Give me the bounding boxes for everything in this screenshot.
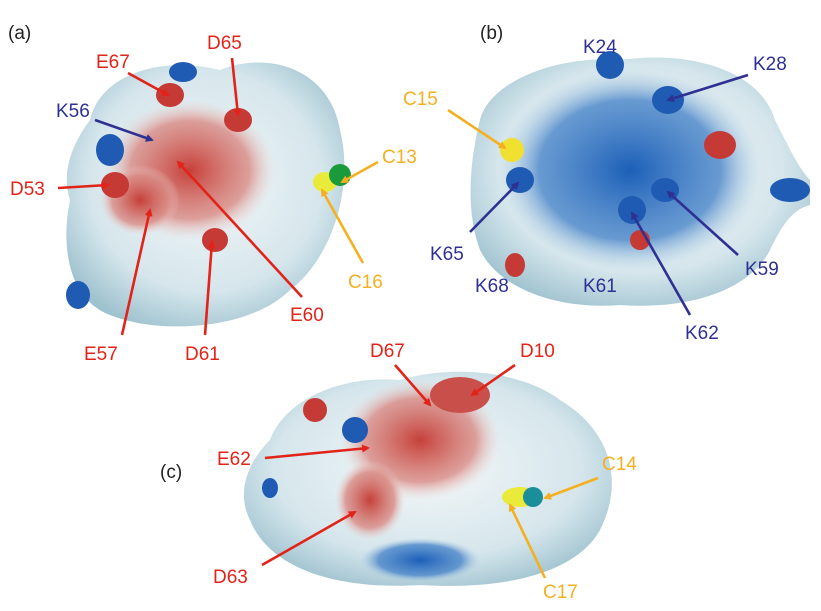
residue-label: D65: [207, 33, 242, 54]
residue-label: E67: [96, 52, 130, 73]
residue-label: K68: [475, 276, 509, 297]
residue-label: E62: [217, 449, 251, 470]
residue-label: C14: [602, 454, 637, 475]
residue-label: K61: [583, 276, 617, 297]
residue-label: K24: [583, 37, 617, 58]
residue-label: E57: [84, 344, 118, 365]
panel-label: (b): [480, 23, 503, 44]
residue-label: D67: [370, 341, 405, 362]
residue-label: K65: [430, 244, 464, 265]
residue-label: K28: [753, 54, 787, 75]
residue-label: C16: [348, 272, 383, 293]
residue-label: K59: [745, 259, 779, 280]
residue-label: D63: [213, 567, 248, 588]
residue-label: D53: [10, 179, 45, 200]
residue-label: K56: [56, 101, 90, 122]
residue-label: C13: [382, 147, 417, 168]
surface-c: [243, 371, 612, 586]
residue-label: C17: [543, 582, 578, 603]
residue-label: K62: [685, 323, 719, 344]
arrows: [57, 57, 749, 579]
panel-label: (a): [8, 23, 31, 44]
residue-label: E60: [290, 305, 324, 326]
residue-label: C15: [403, 89, 438, 110]
residue-label: D10: [520, 341, 555, 362]
residue-label: D61: [185, 344, 220, 365]
panel-label: (c): [160, 462, 182, 483]
